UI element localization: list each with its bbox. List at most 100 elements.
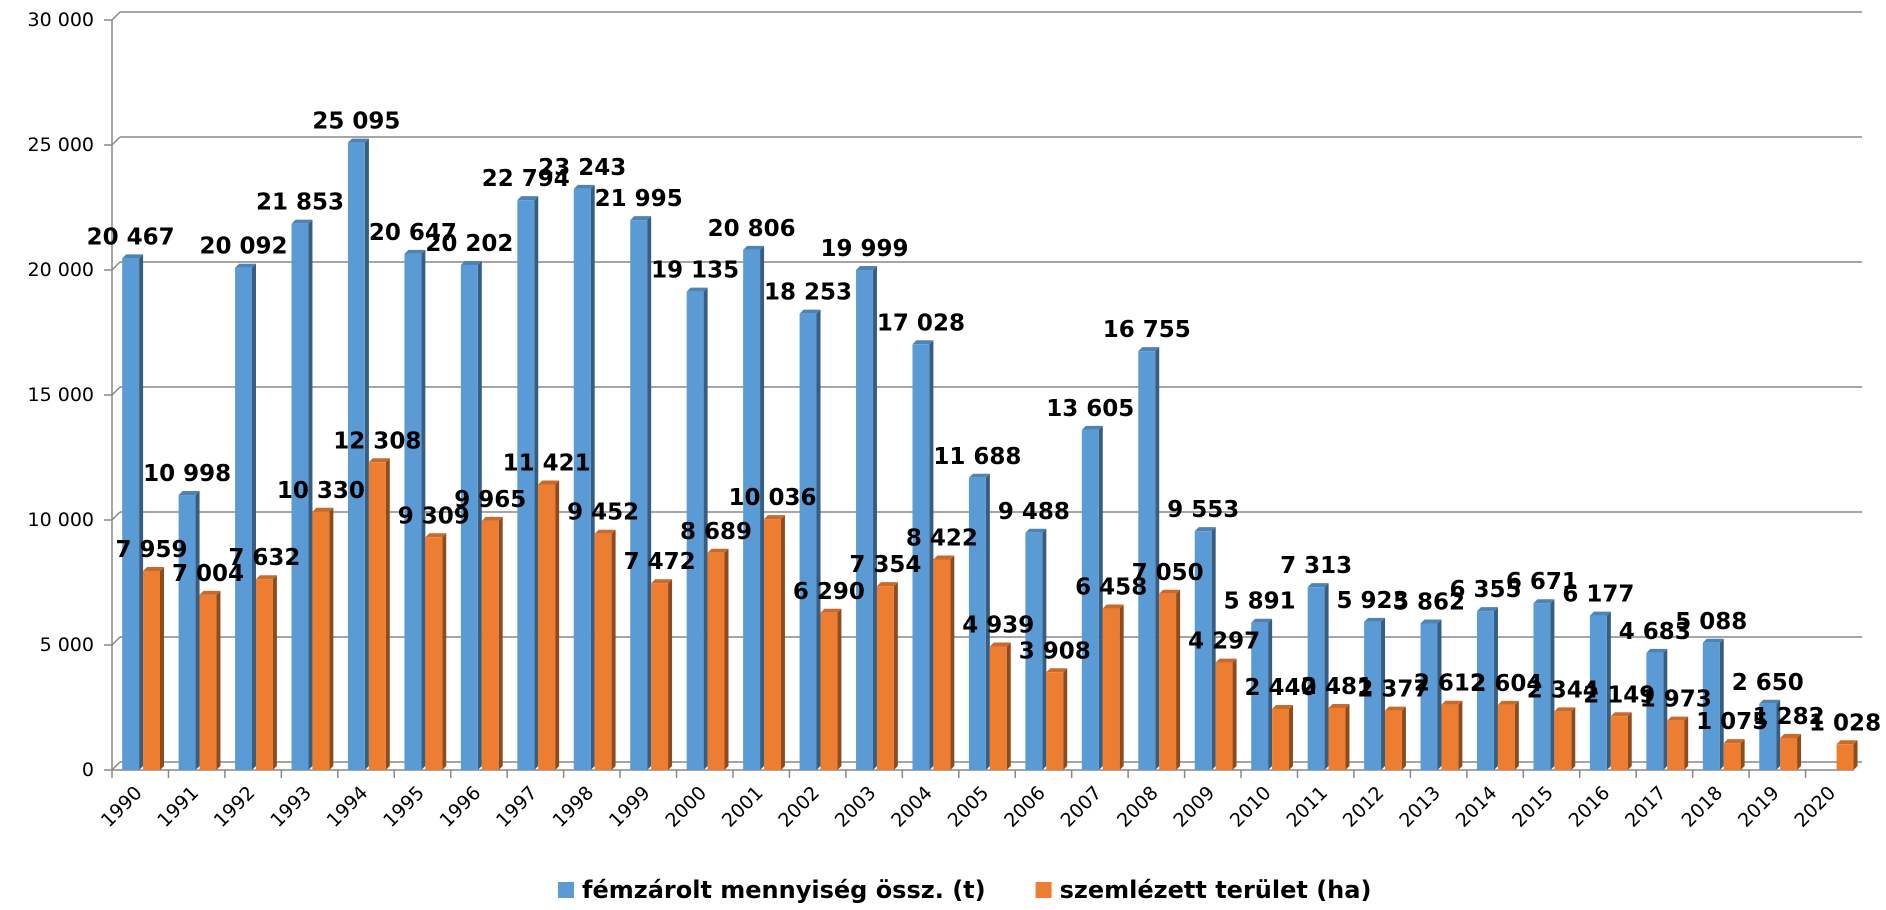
value-label: 16 755 — [1103, 317, 1191, 343]
value-label: 1 028 — [1809, 710, 1881, 736]
bar-top — [1081, 425, 1103, 430]
bar-side — [1381, 617, 1386, 770]
grid-line-depth — [111, 261, 121, 271]
bar-side — [1853, 740, 1858, 770]
bar-side — [1458, 700, 1463, 770]
value-label: 23 243 — [538, 155, 626, 181]
value-label: 21 853 — [256, 190, 344, 216]
value-label: 6 458 — [1075, 575, 1147, 601]
bar-top — [630, 216, 652, 221]
bar — [1384, 710, 1402, 770]
bar — [1477, 611, 1494, 770]
bar-side — [837, 608, 842, 770]
value-label: 2 377 — [1357, 677, 1429, 703]
bar — [1610, 716, 1628, 770]
bar — [143, 571, 160, 770]
bar-side — [724, 548, 729, 770]
x-tick-label: 2010 — [1226, 782, 1276, 832]
bar-top — [1420, 619, 1442, 624]
value-label: 2 481 — [1301, 674, 1373, 700]
bar — [1554, 711, 1572, 770]
bar — [1667, 720, 1685, 770]
bar-side — [1211, 527, 1216, 770]
bar — [933, 559, 951, 770]
bar-side — [1776, 699, 1781, 770]
x-tick-label: 2008 — [1113, 782, 1163, 832]
bar-side — [1684, 716, 1689, 770]
bar-top — [312, 507, 334, 512]
x-tick-label: 2016 — [1565, 782, 1615, 832]
value-label: 20 647 — [369, 220, 457, 246]
bar — [764, 519, 781, 770]
bar-top — [573, 184, 595, 189]
value-label: 1 282 — [1753, 704, 1825, 730]
bar-top — [291, 219, 313, 224]
bar-top — [1194, 527, 1216, 532]
value-label: 19 999 — [820, 236, 908, 262]
bar-top — [1836, 740, 1858, 745]
x-tick-label: 2000 — [661, 782, 711, 832]
bar — [1533, 603, 1551, 770]
bar-side — [760, 245, 765, 771]
bar-top — [1610, 712, 1632, 717]
bar-top — [1046, 668, 1068, 673]
value-label: 20 806 — [708, 216, 796, 242]
x-tick-label: 1991 — [153, 782, 203, 832]
bar-side — [1268, 618, 1273, 770]
bar-top — [743, 245, 765, 250]
bar-top — [1723, 739, 1745, 744]
bar-side — [385, 458, 390, 770]
value-label: 20 202 — [425, 231, 513, 257]
bar-top — [1646, 648, 1668, 653]
x-tick-label: 2012 — [1339, 782, 1389, 832]
bar — [199, 594, 217, 770]
bar-top — [1759, 699, 1781, 704]
bar — [425, 537, 443, 770]
bar — [1328, 707, 1346, 770]
bar — [1307, 587, 1325, 770]
y-tick-label: 10 000 — [28, 509, 94, 531]
bar — [1025, 532, 1043, 770]
bar-side — [1289, 705, 1294, 770]
bar — [460, 264, 478, 770]
bar-top — [989, 642, 1011, 647]
bar-side — [1663, 648, 1668, 770]
bar-side — [590, 184, 595, 771]
x-tick-label: 2004 — [887, 782, 937, 832]
bar-side — [308, 219, 313, 771]
x-tick-label: 2007 — [1057, 782, 1107, 832]
value-label: 4 939 — [962, 613, 1034, 639]
bar-side — [1063, 668, 1068, 770]
value-label: 25 095 — [312, 109, 400, 135]
bar — [255, 579, 273, 770]
value-label: 7 472 — [624, 549, 696, 575]
value-label: 7 313 — [1280, 553, 1352, 579]
value-label: 19 135 — [651, 258, 739, 284]
value-label: 2 149 — [1583, 682, 1655, 708]
bar-top — [651, 579, 673, 584]
value-label: 2 650 — [1732, 670, 1804, 696]
bar — [1759, 703, 1777, 770]
bar — [1723, 743, 1741, 770]
value-label: 9 309 — [398, 503, 470, 529]
bar-side — [1006, 642, 1011, 770]
bar — [707, 552, 725, 770]
value-label: 4 297 — [1188, 629, 1260, 655]
value-label: 2 604 — [1470, 671, 1542, 697]
bar-top — [1533, 599, 1555, 604]
bar-side — [703, 287, 708, 770]
bar — [368, 462, 386, 770]
bar-top — [1364, 617, 1386, 622]
value-label: 5 923 — [1337, 588, 1409, 614]
bar-top — [425, 533, 447, 538]
bar-side — [1324, 583, 1329, 770]
x-tick-label: 2020 — [1790, 782, 1840, 832]
bar-top — [1497, 700, 1519, 705]
bar-top — [1215, 658, 1237, 663]
x-tick-label: 2011 — [1282, 782, 1332, 832]
bar-top — [764, 515, 785, 520]
bar-side — [1493, 607, 1498, 770]
x-tick-label: 1993 — [266, 782, 316, 832]
bar — [1364, 621, 1382, 770]
